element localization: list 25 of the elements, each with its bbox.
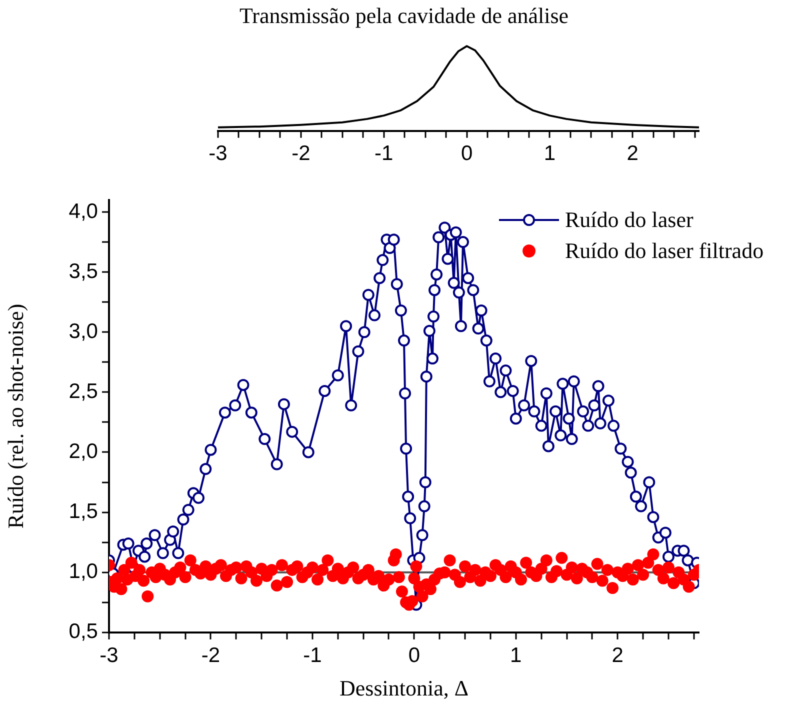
x-tick-label: 0 — [408, 644, 420, 667]
x-tick-label: 2 — [612, 644, 624, 667]
x-tick-label: -1 — [374, 142, 394, 166]
y-tick-label: 3,0 — [68, 320, 98, 343]
y-tick-label: 1,5 — [68, 500, 98, 524]
y-tick-label: 3,5 — [68, 260, 98, 283]
x-tick-label: -3 — [100, 644, 118, 667]
x-tick-label: -3 — [208, 142, 228, 166]
legend-label: Ruído do laser — [565, 206, 694, 232]
y-axis-title: Ruído (rel. ao shot-noise) — [2, 304, 28, 529]
y-tick-label: 4,0 — [68, 200, 98, 223]
x-tick-label: 2 — [626, 142, 638, 166]
chart-title: Transmissão pela cavidade de análise — [239, 2, 569, 28]
y-tick-label: 0,5 — [68, 620, 98, 644]
y-tick-label: 2,5 — [68, 380, 98, 403]
x-tick-label: -1 — [303, 644, 322, 667]
x-axis-title: Dessintonia, Δ — [339, 676, 469, 701]
y-tick-label: 2,0 — [68, 440, 98, 464]
y-tick-label: 1,0 — [68, 560, 98, 584]
x-tick-label: 0 — [460, 142, 473, 166]
legend-label: Ruído do laser filtrado — [565, 238, 764, 263]
x-tick-label: -2 — [292, 142, 310, 166]
x-tick-label: -2 — [201, 644, 220, 667]
x-tick-label: 1 — [544, 142, 556, 166]
x-tick-label: 1 — [510, 644, 522, 667]
